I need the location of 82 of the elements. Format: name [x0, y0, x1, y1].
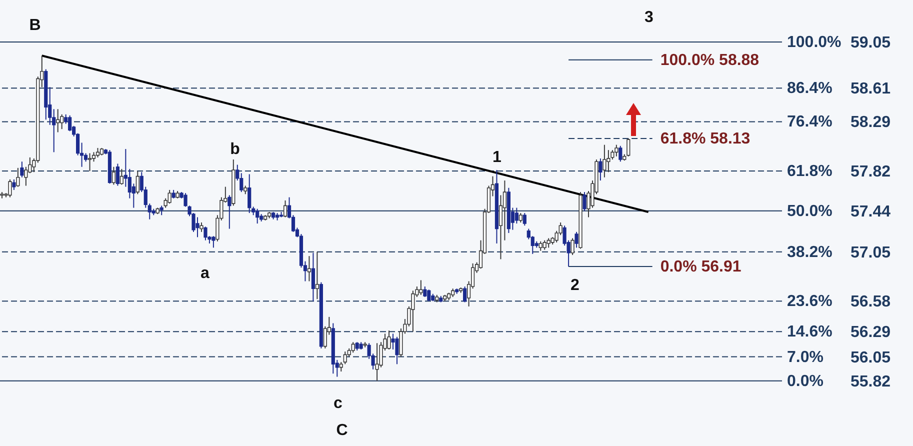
y-tick-label: 56.58	[850, 294, 891, 311]
annotation: a	[200, 265, 210, 282]
candlestick	[546, 238, 550, 248]
text: 50.0%	[787, 202, 832, 220]
candlestick	[502, 180, 507, 241]
candlestick	[200, 222, 204, 232]
text: 7.0%	[787, 348, 824, 366]
candlestick	[196, 216, 200, 238]
candlestick	[24, 166, 28, 186]
candlestick	[256, 208, 260, 224]
candlestick	[12, 178, 16, 190]
y-tick-label: 57.82	[850, 164, 891, 181]
candlestick	[570, 238, 574, 256]
candlestick	[307, 256, 312, 282]
text: 100.0%	[787, 34, 842, 51]
annotation: c	[334, 395, 343, 412]
candlestick	[514, 207, 518, 224]
candlestick	[423, 286, 427, 298]
candlestick	[522, 212, 526, 226]
candlestick	[311, 252, 315, 302]
candlestick	[116, 163, 120, 186]
candlestick	[598, 158, 602, 181]
candlestick	[96, 147, 100, 158]
candlestick	[20, 161, 24, 178]
candlestick	[582, 192, 586, 212]
series-label: 100.0% 58.88	[660, 52, 760, 69]
candlestick	[56, 108, 60, 133]
annotation: b	[230, 141, 240, 158]
y-tick-label: 55.82	[850, 373, 891, 390]
candlestick	[375, 342, 379, 382]
candlestick	[68, 114, 72, 132]
candlestick	[88, 152, 92, 172]
candlestick	[120, 168, 124, 186]
text: 14.6%	[787, 324, 832, 341]
candlestick	[160, 205, 164, 216]
candlestick	[463, 286, 467, 303]
candlestick	[427, 289, 431, 302]
candlestick	[16, 167, 20, 188]
y-tick-label: 56.05	[850, 349, 891, 366]
y-tick-label: 56.29	[850, 324, 891, 342]
candlestick	[574, 231, 578, 248]
candlestick	[626, 138, 630, 157]
text: 0.0%	[787, 372, 824, 390]
y-tick-label: 58.29	[850, 114, 891, 132]
text: 86.4%	[787, 80, 832, 98]
series-label: 61.8% 58.13	[660, 130, 750, 148]
candlestick	[614, 144, 618, 157]
candlestick	[387, 330, 391, 350]
candlestick	[343, 351, 347, 365]
candlestick	[136, 170, 140, 195]
annotation: 3	[644, 9, 654, 26]
candlestick	[395, 336, 399, 365]
candlestick	[204, 226, 208, 241]
annotation: 2	[570, 277, 580, 294]
annotation: 1	[492, 149, 502, 166]
candlestick	[168, 189, 172, 204]
candlestick	[419, 280, 423, 296]
candlestick	[228, 194, 232, 230]
candlestick	[538, 240, 542, 252]
candlestick	[112, 166, 116, 186]
candlestick	[212, 236, 216, 248]
annotation: B	[29, 17, 41, 34]
text: 61.8%	[787, 163, 832, 180]
candlestick	[602, 144, 606, 178]
candlestick	[248, 174, 252, 214]
candlestick	[411, 290, 415, 332]
annotation: C	[336, 422, 348, 439]
candlestick	[518, 212, 522, 223]
y-tick-label: 59.05	[850, 34, 891, 52]
text: 23.6%	[787, 293, 832, 310]
y-tick-label: 57.05	[850, 244, 891, 262]
series-label: 0.0% 56.91	[660, 258, 742, 276]
y-tick-label: 58.61	[850, 80, 891, 98]
candlestick	[283, 200, 288, 218]
candlestick	[315, 251, 319, 300]
candlestick	[542, 240, 546, 250]
y-tick-label: 57.44	[850, 203, 891, 220]
candlestick	[618, 145, 622, 162]
text: 76.4%	[787, 114, 832, 131]
text: 38.2%	[787, 244, 832, 261]
candlestick	[8, 178, 12, 198]
candlestick	[351, 342, 355, 354]
